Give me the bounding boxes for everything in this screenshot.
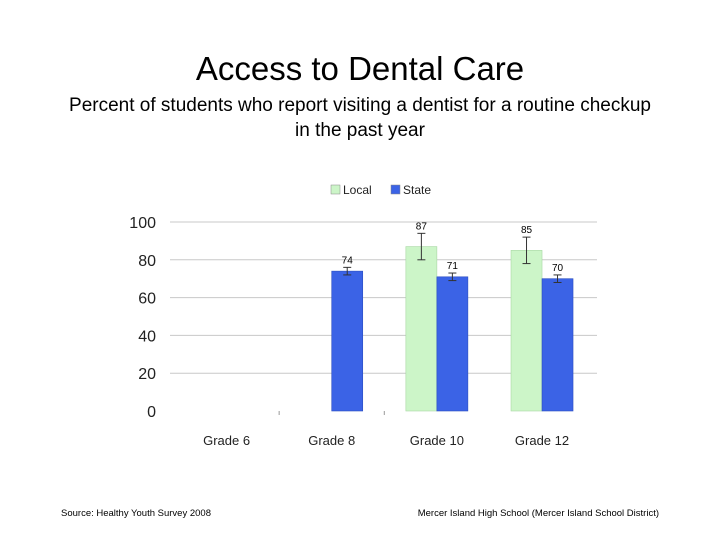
- bar-state: [331, 270, 364, 412]
- legend-label: Local: [343, 183, 372, 197]
- x-tick-label: Grade 10: [410, 433, 464, 448]
- x-tick-label: Grade 6: [203, 433, 250, 448]
- data-label: 74: [342, 255, 354, 266]
- y-tick-label: 40: [138, 328, 156, 345]
- legend-swatch-state: [390, 184, 401, 195]
- legend-label: State: [403, 183, 431, 197]
- bar-local: [510, 250, 543, 412]
- x-tick-label: Grade 8: [308, 433, 355, 448]
- legend-swatch-local: [330, 184, 341, 195]
- y-tick-label: 60: [138, 291, 156, 308]
- source-note: Source: Healthy Youth Survey 2008: [61, 508, 211, 519]
- data-label: 87: [416, 221, 428, 232]
- y-tick-label: 0: [147, 404, 156, 421]
- x-tick-label: Grade 12: [515, 433, 569, 448]
- y-tick-label: 80: [138, 253, 156, 270]
- data-label: 85: [521, 225, 533, 236]
- data-label: 70: [552, 263, 564, 274]
- bar-local: [405, 246, 438, 412]
- attribution-note: Mercer Island High School (Mercer Island…: [417, 508, 659, 519]
- data-label: 71: [447, 261, 459, 272]
- bar-state: [541, 278, 574, 412]
- y-tick-label: 20: [138, 366, 156, 383]
- bar-state: [436, 276, 469, 412]
- chart-subtitle: Percent of students who report visiting …: [69, 95, 651, 141]
- page-title: Access to Dental Care: [195, 50, 525, 87]
- y-tick-label: 100: [129, 215, 156, 232]
